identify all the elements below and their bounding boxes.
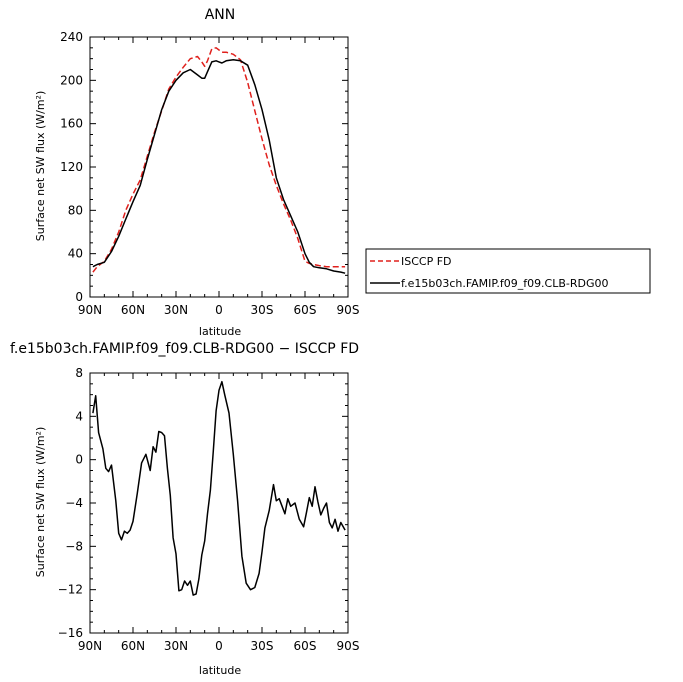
bottom-chart-x-tick-label: 90S <box>337 639 360 653</box>
top-chart-y-tick-label: 120 <box>60 160 83 174</box>
top-chart-x-axis-label: latitude <box>199 325 241 338</box>
bottom-chart-plot-area: 90N 60N 30N 0 30S 60S 90S −16 −12 −8 −4 0 4 8 <box>58 366 360 653</box>
top-chart-x-tick-label: 30S <box>251 303 274 317</box>
bottom-chart-y-tick-label: −16 <box>58 626 83 640</box>
bottom-chart-frame <box>89 372 349 634</box>
bottom-chart-y-tick-label: 0 <box>75 453 83 467</box>
top-chart-y-tick-label: 0 <box>75 290 83 304</box>
legend-box <box>365 248 651 294</box>
bottom-chart-x-tick-label: 30N <box>164 639 188 653</box>
bottom-chart-x-tick-label: 60S <box>294 639 317 653</box>
top-chart-y-tick-label: 40 <box>68 247 83 261</box>
top-chart-x-tick-label: 90S <box>337 303 360 317</box>
bottom-chart: f.e15b03ch.FAMIP.f09_f09.CLB-RDG00 − ISC… <box>10 341 359 677</box>
top-chart-title: ANN <box>205 7 236 23</box>
top-chart-frame <box>89 36 349 298</box>
bottom-chart-x-axis-label: latitude <box>199 664 241 677</box>
bottom-chart-y-tick-label: −4 <box>65 496 83 510</box>
top-chart-y-tick-label: 240 <box>60 30 83 44</box>
bottom-chart-title: f.e15b03ch.FAMIP.f09_f09.CLB-RDG00 − ISC… <box>10 341 359 357</box>
bottom-chart-x-tick-label: 30S <box>251 639 274 653</box>
bottom-chart-y-tick-label: −8 <box>65 539 83 553</box>
top-chart-y-tick-label: 160 <box>60 117 83 131</box>
top-chart-series-line-0 <box>92 47 346 273</box>
top-chart-y-axis-label: Surface net SW flux (W/m²) <box>34 91 47 242</box>
top-chart-x-tick-label: 90N <box>78 303 102 317</box>
bottom-chart-x-tick-label: 0 <box>215 639 223 653</box>
top-chart-x-tick-label: 30N <box>164 303 188 317</box>
bottom-chart-x-tick-label: 90N <box>78 639 102 653</box>
bottom-chart-y-axis-label: Surface net SW flux (W/m²) <box>34 427 47 578</box>
bottom-chart-y-tick-label: 4 <box>75 409 83 423</box>
top-chart-y-tick-label: 200 <box>60 73 83 87</box>
top-chart-x-tick-label: 0 <box>215 303 223 317</box>
bottom-chart-y-tick-label: 8 <box>75 366 83 380</box>
top-chart-x-tick-label: 60S <box>294 303 317 317</box>
top-chart: ANN latitude Surface net SW flux (W/m²) … <box>34 7 651 338</box>
bottom-chart-series-line-0 <box>92 380 346 596</box>
top-chart-series-line-1 <box>92 59 346 274</box>
legend-label-isccp: ISCCP FD <box>401 255 452 268</box>
bottom-chart-y-tick-label: −12 <box>58 583 83 597</box>
bottom-chart-x-tick-label: 60N <box>121 639 145 653</box>
top-chart-y-tick-label: 80 <box>68 203 83 217</box>
top-chart-plot-area: 90N 60N 30N 0 30S 60S 90S 0 40 80 120 160 200 240 <box>60 30 359 317</box>
legend-label-model: f.e15b03ch.FAMIP.f09_f09.CLB-RDG00 <box>401 277 609 290</box>
top-chart-legend: ISCCP FD f.e15b03ch.FAMIP.f09_f09.CLB-RD… <box>365 248 651 294</box>
top-chart-x-tick-label: 60N <box>121 303 145 317</box>
